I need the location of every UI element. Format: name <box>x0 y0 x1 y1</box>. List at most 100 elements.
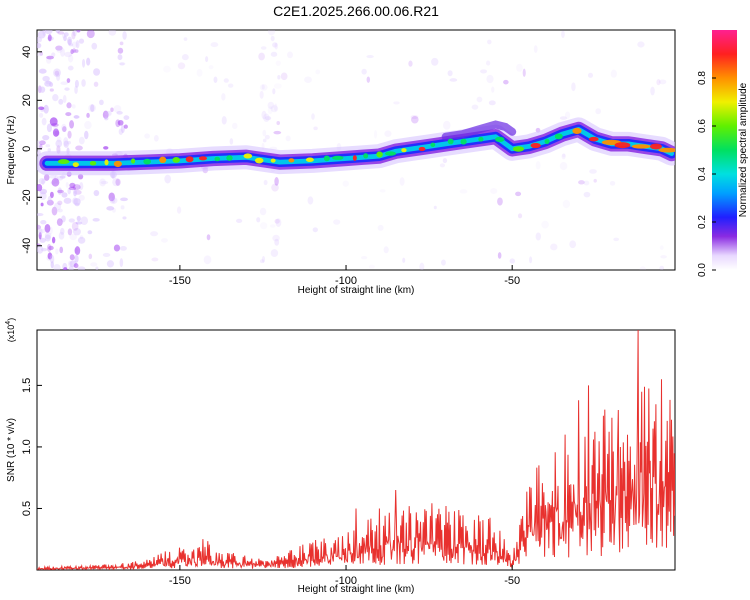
heatmap-noise-speck <box>93 189 100 197</box>
heatmap-noise-speck <box>259 259 265 264</box>
heatmap-noise-speck <box>109 197 118 205</box>
heatmap-noise-speck <box>639 266 647 270</box>
heatmap-noise-speck <box>272 42 278 48</box>
heatmap-hot-spot <box>214 156 221 162</box>
heatmap-noise-speck <box>270 224 276 228</box>
heatmap-hot-spot <box>512 146 525 152</box>
colorbar-tick-label: 0.0 <box>697 263 708 277</box>
heatmap-noise-speck <box>88 253 93 260</box>
heatmap-noise-speck <box>120 124 125 134</box>
heatmap-noise-speck <box>258 52 265 61</box>
heatmap-noise-speck <box>176 206 182 214</box>
heatmap-noise-speck <box>311 113 315 120</box>
heatmap-noise-speck <box>68 186 77 191</box>
heatmap-noise-speck <box>51 206 58 216</box>
colorbar-tick-label: 0.6 <box>697 119 708 133</box>
heatmap-x-tick-label: -100 <box>335 275 357 287</box>
heatmap-noise-speck <box>260 46 267 50</box>
heatmap-noise-speck <box>120 197 128 202</box>
heatmap-noise-speck <box>44 80 52 87</box>
heatmap-noise-speck <box>210 42 219 48</box>
heatmap-noise-speck <box>119 41 124 46</box>
heatmap-noise-speck <box>75 145 83 151</box>
heatmap-noise-speck <box>108 192 115 202</box>
heatmap-noise-speck <box>117 54 123 61</box>
heatmap-noise-speck <box>223 78 229 83</box>
heatmap-noise-speck <box>273 103 278 112</box>
heatmap-noise-speck <box>49 88 54 92</box>
heatmap-noise-speck <box>39 188 48 195</box>
heatmap-noise-speck <box>99 99 104 106</box>
heatmap-noise-speck <box>73 189 77 197</box>
heatmap-noise-speck <box>659 245 664 250</box>
heatmap-noise-speck <box>595 108 602 115</box>
heatmap-noise-speck <box>535 161 541 170</box>
heatmap-noise-speck <box>44 232 52 240</box>
heatmap-noise-speck <box>49 254 55 264</box>
heatmap-noise-speck <box>650 86 655 96</box>
heatmap-noise-speck <box>46 123 52 133</box>
heatmap-noise-speck <box>46 199 54 206</box>
heatmap-hot-spot <box>418 146 426 152</box>
heatmap-noise-speck <box>58 98 64 105</box>
heatmap-noise-speck <box>75 40 80 49</box>
heatmap-noise-speck <box>366 55 374 59</box>
heatmap-noise-speck <box>408 60 413 67</box>
heatmap-noise-speck <box>383 246 389 254</box>
heatmap-y-tick-label: 20 <box>21 94 33 106</box>
heatmap-noise-speck <box>112 178 120 187</box>
heatmap-noise-speck <box>67 38 72 46</box>
heatmap-noise-speck <box>447 70 453 77</box>
heatmap-noise-speck <box>153 134 159 142</box>
heatmap-noise-speck <box>51 123 59 128</box>
heatmap-noise-speck <box>304 76 312 83</box>
heatmap-noise-speck <box>587 72 594 78</box>
heatmap-noise-speck <box>205 56 209 63</box>
heatmap-noise-speck <box>260 222 268 230</box>
heatmap-noise-speck <box>203 255 212 265</box>
snr-x-tick-label: -150 <box>169 575 191 587</box>
heatmap-noise-speck <box>236 218 243 224</box>
heatmap-noise-speck <box>108 30 117 36</box>
heatmap-noise-speck <box>119 258 124 268</box>
heatmap-noise-speck <box>69 120 74 129</box>
colorbar-tick-label: 0.8 <box>697 71 708 85</box>
heatmap-noise-speck <box>262 129 267 137</box>
heatmap-hot-spot <box>376 151 383 158</box>
heatmap-noise-speck <box>111 196 116 204</box>
heatmap-noise-speck <box>70 49 74 55</box>
heatmap-noise-speck <box>40 202 44 207</box>
heatmap-noise-speck <box>272 88 276 95</box>
heatmap-noise-speck <box>120 205 125 210</box>
heatmap-hot-spot <box>614 142 631 149</box>
heatmap-noise-speck <box>47 148 52 153</box>
heatmap-noise-speck <box>106 110 112 117</box>
heatmap-noise-speck <box>66 78 71 83</box>
heatmap-noise-speck <box>117 119 124 126</box>
heatmap-noise-speck <box>578 180 585 185</box>
heatmap-noise-speck <box>54 202 62 211</box>
heatmap-noise-speck <box>99 178 106 187</box>
heatmap-noise-speck <box>48 245 54 251</box>
heatmap-noise-speck <box>373 130 378 139</box>
heatmap-noise-speck <box>261 84 265 90</box>
heatmap-noise-speck <box>270 249 279 258</box>
heatmap-noise-speck <box>78 136 85 145</box>
snr-trace-group <box>37 330 675 570</box>
heatmap-noise-speck <box>38 228 43 236</box>
heatmap-noise-speck <box>227 83 234 88</box>
heatmap-noise-speck <box>439 163 446 168</box>
heatmap-noise-speck <box>60 227 65 235</box>
heatmap-hot-spot <box>631 144 651 149</box>
heatmap-noise-speck <box>60 48 65 57</box>
heatmap-noise-speck <box>160 238 168 243</box>
heatmap-noise-speck <box>274 218 280 224</box>
heatmap-noise-speck <box>57 208 63 213</box>
heatmap-noise-speck <box>72 228 81 236</box>
chart-title: C2E1.2025.266.00.06.R21 <box>273 3 439 19</box>
heatmap-noise-speck <box>275 218 282 227</box>
heatmap-noise-speck <box>541 220 549 229</box>
heatmap-noise-speck <box>480 69 488 74</box>
heatmap-noise-speck <box>47 252 53 260</box>
heatmap-noise-speck <box>113 104 122 113</box>
